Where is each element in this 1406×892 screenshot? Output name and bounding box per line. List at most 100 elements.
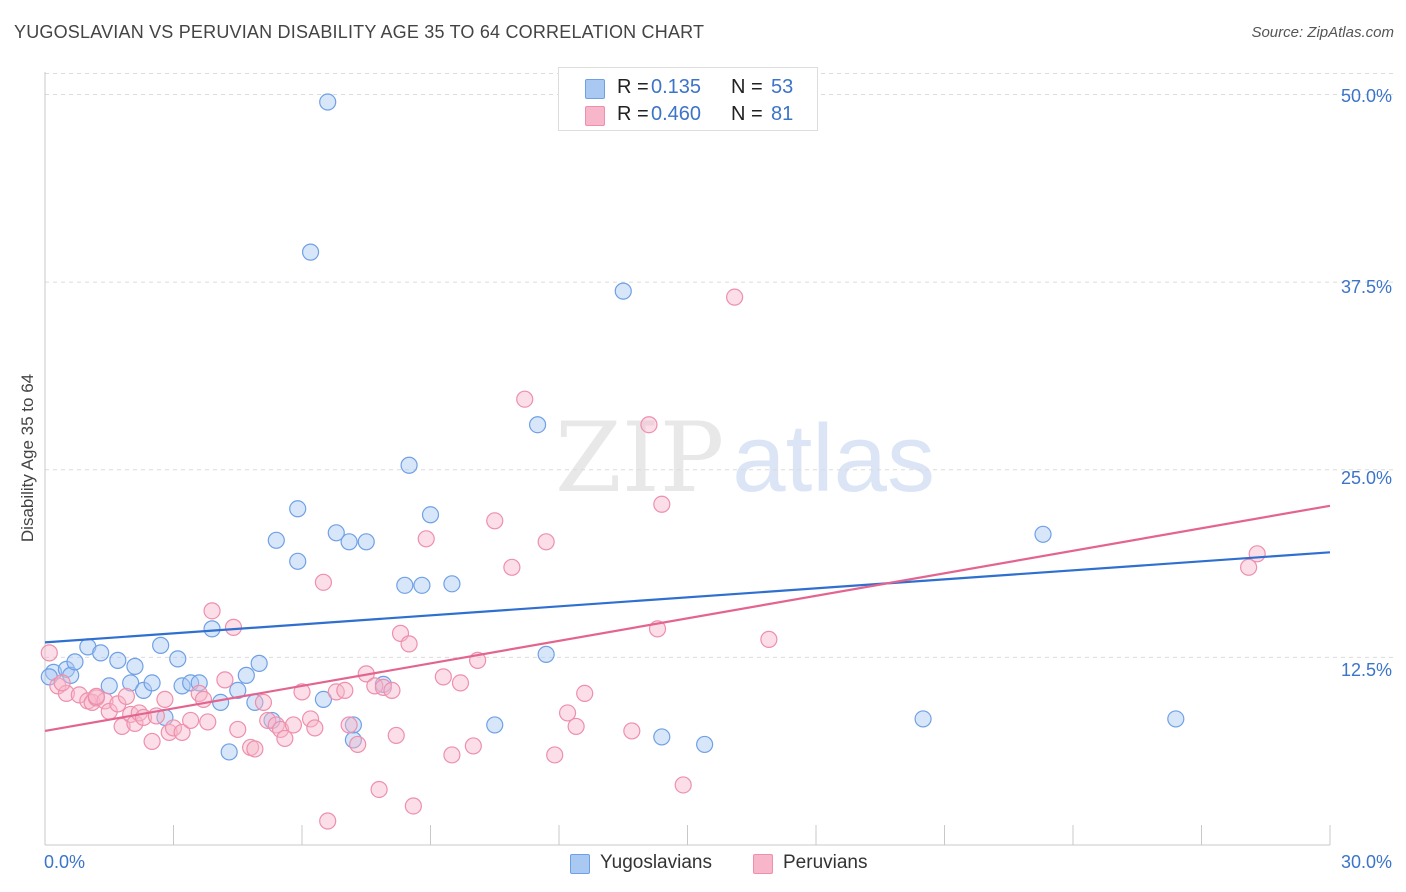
- legend-swatch-peruvians: [753, 854, 773, 874]
- yugoslavians-point: [212, 693, 230, 712]
- peruvians-point: [40, 644, 58, 662]
- r-label: R =: [617, 103, 649, 125]
- yugoslavians-point: [301, 243, 320, 261]
- peruvians-point: [156, 690, 174, 709]
- y-tick-50: 50.0%: [1340, 86, 1392, 106]
- peruvians-point: [284, 716, 303, 734]
- yugoslavians-point: [143, 674, 161, 692]
- yugoslavians-point: [653, 728, 671, 746]
- peruvians-point: [336, 681, 354, 700]
- yugoslavians-point: [237, 666, 255, 684]
- peruvians-point: [319, 812, 337, 830]
- peruvians-point: [576, 684, 594, 703]
- peruvians-point: [387, 726, 405, 745]
- yugoslavians-point: [220, 743, 238, 761]
- peruvians-point: [327, 683, 345, 701]
- yugoslavians-point: [100, 677, 118, 695]
- yugoslavians-point: [250, 654, 268, 672]
- peruvians-point: [271, 720, 290, 739]
- yugoslavians-point: [289, 552, 307, 570]
- yugoslavians-trend-line: [44, 551, 1331, 644]
- yugoslavians-point: [914, 710, 932, 728]
- peruvians-point: [653, 495, 671, 513]
- yugoslavians-point: [92, 644, 110, 662]
- x-tick-min: 0.0%: [44, 852, 86, 872]
- yugoslavians-point: [1034, 525, 1052, 543]
- peruvians-point: [443, 746, 461, 764]
- peruvians-point: [117, 687, 135, 706]
- yugoslavians-point: [340, 533, 358, 551]
- peruvians-point: [199, 713, 217, 731]
- peruvians-point: [143, 732, 161, 751]
- peruvians-point: [164, 719, 183, 737]
- n-value: 81: [771, 103, 794, 125]
- peruvians-point: [216, 671, 234, 689]
- stats-box: R = 0.135 N = 53 R = 0.460 N = 81: [558, 67, 818, 131]
- peruvians-point: [370, 780, 388, 799]
- y-tick-12-5: 12.5%: [1340, 660, 1392, 680]
- yugoslavians-point: [152, 636, 170, 654]
- yugoslavians-point: [357, 533, 375, 551]
- peruvians-point: [314, 573, 333, 591]
- peruvians-point: [486, 512, 504, 530]
- yugoslavians-point: [421, 506, 440, 524]
- peruvians-point: [760, 630, 778, 648]
- yugoslavians-point: [267, 531, 285, 549]
- legend-swatch-yugoslavians: [570, 854, 590, 874]
- legend-label-yugoslavians: Yugoslavians: [600, 852, 712, 873]
- yugoslavians-point: [319, 93, 337, 111]
- peruvians-point: [503, 558, 521, 576]
- peruvians-point: [537, 533, 555, 551]
- peruvians-point: [87, 687, 106, 706]
- peruvians-point: [726, 288, 744, 306]
- yugoslavians-point: [696, 735, 714, 754]
- chart-title: YUGOSLAVIAN VS PERUVIAN DISABILITY AGE 3…: [14, 22, 705, 42]
- peruvians-point: [254, 693, 273, 712]
- peruvians-point: [293, 683, 311, 701]
- n-label: N =: [731, 103, 763, 125]
- peruvians-point: [57, 684, 76, 703]
- peruvians-point: [70, 686, 88, 704]
- peruvians-point: [96, 692, 114, 710]
- r-value: 0.135: [651, 76, 702, 98]
- peruvians-point: [203, 602, 221, 620]
- yugoslavians-point: [109, 651, 127, 669]
- source-label: Source: ZipAtlas.com: [1251, 24, 1394, 41]
- peruvians-point: [640, 416, 658, 434]
- yugoslavians-point: [126, 657, 144, 675]
- peruvians-point: [404, 797, 422, 815]
- peruvians-point: [229, 720, 247, 739]
- yugoslavians-point: [122, 674, 140, 692]
- yugoslavians-point: [229, 681, 247, 700]
- peruvians-point: [451, 674, 470, 692]
- yugoslavians-point: [327, 524, 345, 542]
- yugoslavians-point: [528, 416, 547, 434]
- peruvians-point: [246, 740, 264, 758]
- n-label: N =: [731, 76, 763, 98]
- yugoslavians-point: [443, 575, 461, 593]
- peruvians-point: [366, 677, 384, 695]
- peruvians-swatch: [585, 106, 605, 126]
- peruvians-point: [464, 737, 482, 755]
- peruvians-point: [306, 719, 324, 737]
- legend-label-peruvians: Peruvians: [783, 852, 868, 873]
- yugoslavians-point: [486, 716, 504, 734]
- peruvians-point: [383, 681, 401, 700]
- peruvians-trend-line: [44, 504, 1331, 733]
- peruvians-point: [53, 674, 71, 692]
- peruvians-point: [224, 618, 243, 636]
- yugoslavians-point: [400, 456, 418, 474]
- yugoslavians-point: [66, 653, 84, 671]
- peruvians-point: [1240, 558, 1258, 576]
- yugoslavians-point: [537, 645, 555, 663]
- peruvians-point: [259, 711, 277, 730]
- n-value: 53: [771, 76, 794, 98]
- peruvians-point: [674, 776, 692, 794]
- peruvians-point: [558, 704, 577, 722]
- peruvians-point: [567, 717, 585, 736]
- yugoslavians-point: [314, 690, 333, 709]
- r-value: 0.460: [651, 103, 702, 125]
- y-tick-25: 25.0%: [1340, 468, 1392, 488]
- peruvians-point: [516, 390, 534, 408]
